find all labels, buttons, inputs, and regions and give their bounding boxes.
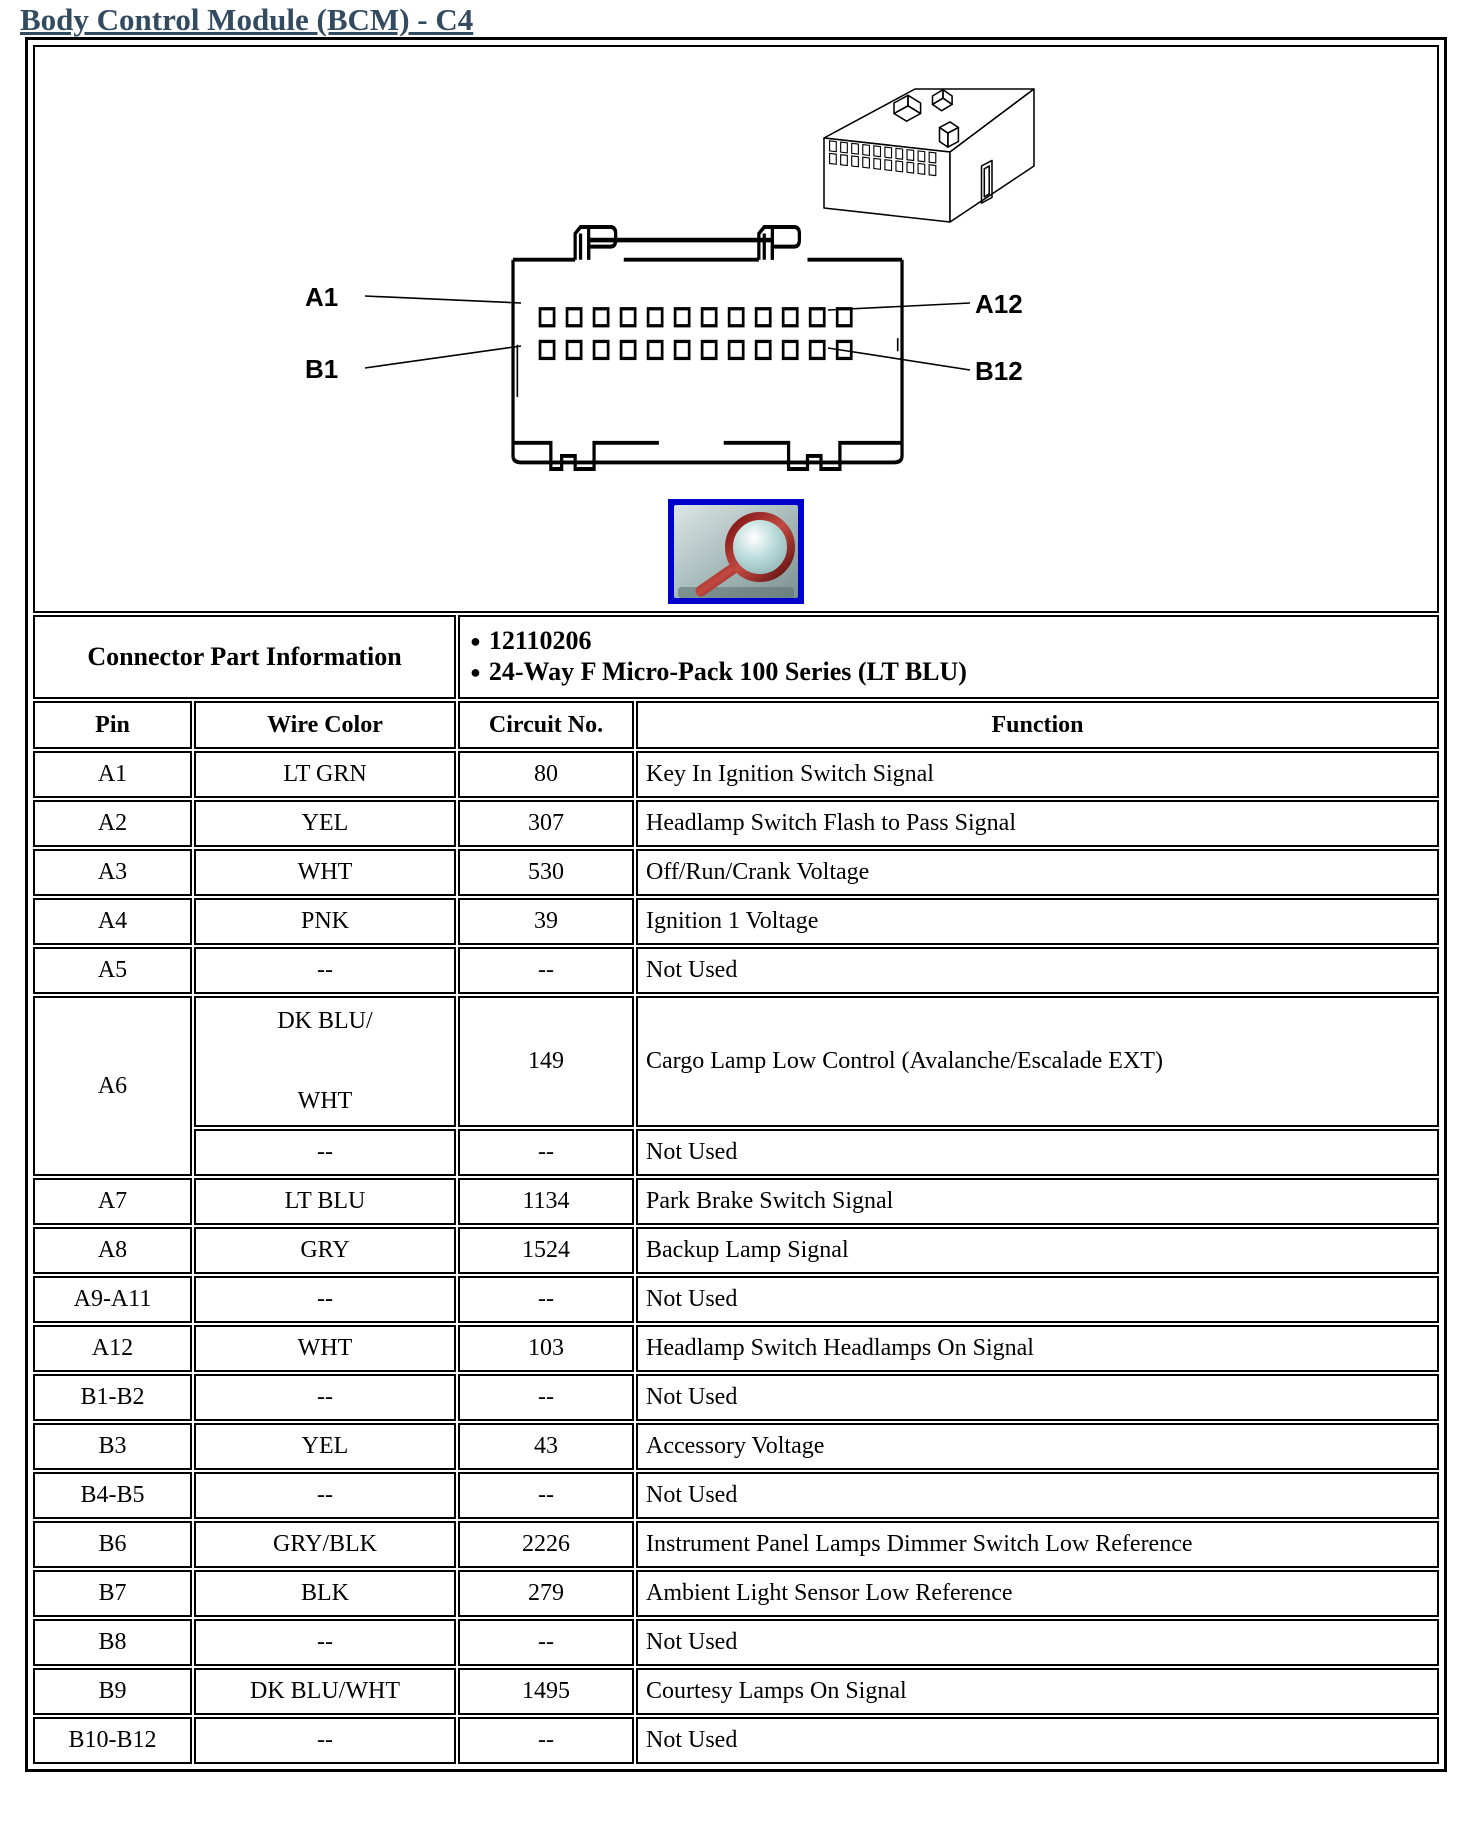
svg-text:A12: A12 [975,289,1023,319]
svg-text:B12: B12 [975,356,1023,386]
svg-text:B1: B1 [305,354,338,384]
svg-text:A1: A1 [305,282,338,312]
